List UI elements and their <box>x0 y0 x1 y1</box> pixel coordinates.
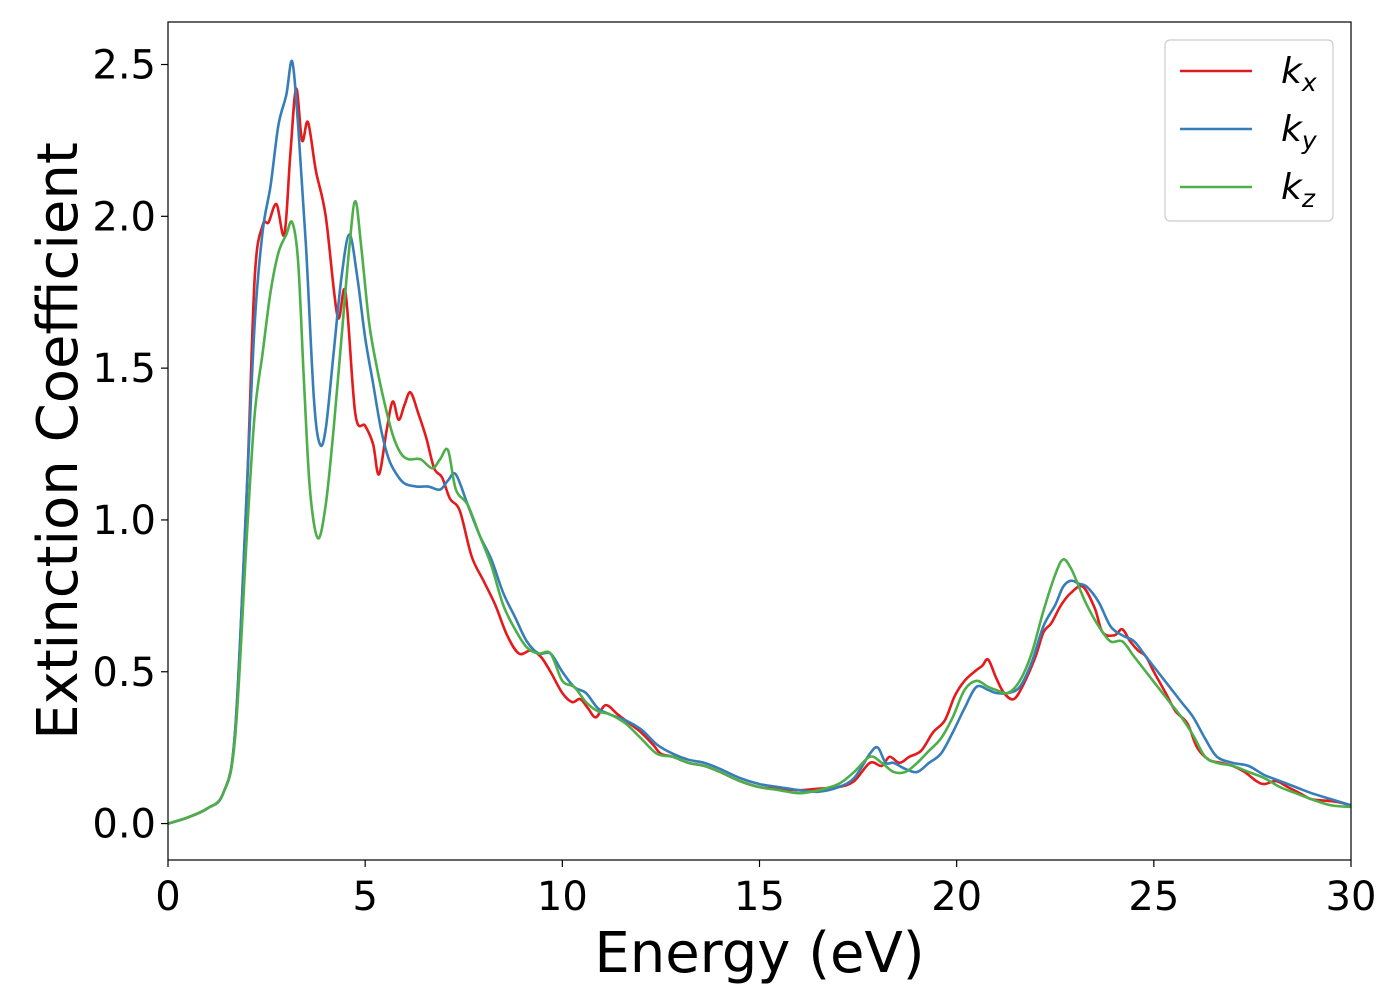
x-tick-label: 20 <box>931 874 982 920</box>
y-tick-label: 2.0 <box>92 194 156 240</box>
y-tick-label: 1.5 <box>92 346 156 392</box>
y-axis: 0.0 0.5 1.0 1.5 2.0 2.5 <box>92 43 168 848</box>
series-line-k-z <box>168 199 1351 825</box>
legend-label-k-z: kz <box>1281 167 1316 213</box>
x-tick-label: 5 <box>352 874 377 920</box>
x-tick-label: 25 <box>1128 874 1179 920</box>
legend-label-k-x: kx <box>1281 51 1317 97</box>
legend-box <box>1164 39 1334 222</box>
x-tick-label: 15 <box>734 874 785 920</box>
series-line-k-y <box>168 59 1351 825</box>
y-tick-label: 1.0 <box>92 498 156 544</box>
y-tick-label: 0.5 <box>92 650 156 696</box>
x-axis-label: Energy (eV) <box>594 921 924 986</box>
legend-label-k-y: ky <box>1281 109 1318 155</box>
x-tick-label: 10 <box>537 874 588 920</box>
x-axis: 0 5 10 15 20 25 30 <box>155 860 1376 920</box>
y-axis-label: Extinction Coefficient <box>26 142 91 740</box>
x-tick-label: 0 <box>155 874 180 920</box>
legend: kx ky kz <box>1164 39 1334 222</box>
x-tick-label: 30 <box>1326 874 1377 920</box>
y-tick-label: 0.0 <box>92 802 156 848</box>
y-tick-label: 2.5 <box>92 43 156 89</box>
series-layer <box>168 59 1351 825</box>
